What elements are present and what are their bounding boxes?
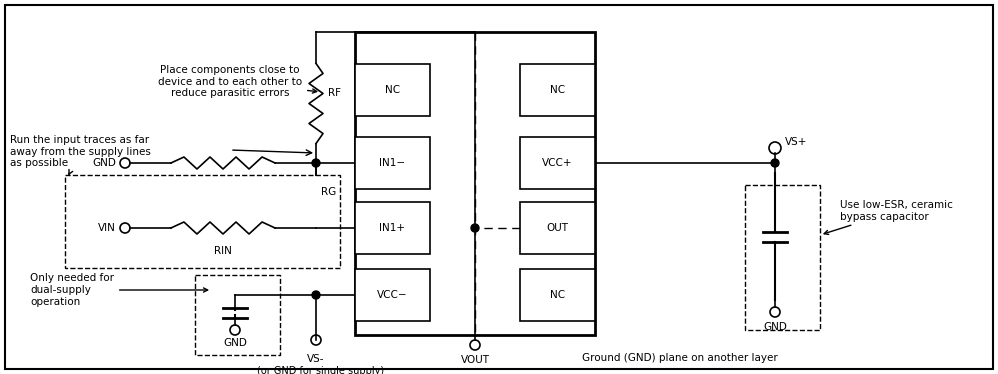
Text: RIN: RIN <box>214 246 232 256</box>
Text: GND: GND <box>763 322 787 332</box>
Text: VIN: VIN <box>98 223 116 233</box>
Bar <box>355 202 430 254</box>
Bar <box>745 185 820 330</box>
Bar <box>355 137 430 189</box>
Text: Place components close to
device and to each other to
reduce parasitic errors: Place components close to device and to … <box>158 65 316 98</box>
Text: VS+: VS+ <box>785 137 807 147</box>
Text: GND: GND <box>224 338 247 348</box>
Circle shape <box>771 159 779 167</box>
Text: Use low-ESR, ceramic
bypass capacitor: Use low-ESR, ceramic bypass capacitor <box>824 200 953 234</box>
Text: IN1+: IN1+ <box>379 223 405 233</box>
Text: VS-: VS- <box>307 354 324 364</box>
Text: GND: GND <box>92 158 116 168</box>
Text: VOUT: VOUT <box>460 355 489 365</box>
Text: Ground (GND) plane on another layer: Ground (GND) plane on another layer <box>582 353 777 363</box>
Text: Only needed for
dual-supply
operation: Only needed for dual-supply operation <box>30 273 208 307</box>
Text: VCC−: VCC− <box>377 290 408 300</box>
Circle shape <box>312 159 320 167</box>
Circle shape <box>471 224 479 232</box>
Text: VCC+: VCC+ <box>542 158 573 168</box>
Text: NC: NC <box>550 290 565 300</box>
Bar <box>65 175 340 268</box>
Bar <box>355 269 430 321</box>
Text: IN1−: IN1− <box>379 158 405 168</box>
Text: RG: RG <box>321 187 336 197</box>
Circle shape <box>312 291 320 299</box>
Bar <box>520 269 595 321</box>
Text: RF: RF <box>328 88 341 98</box>
Text: Run the input traces as far
away from the supply lines
as possible: Run the input traces as far away from th… <box>10 135 151 174</box>
Bar <box>355 64 430 116</box>
Bar <box>520 64 595 116</box>
Text: NC: NC <box>385 85 400 95</box>
Bar <box>355 32 595 335</box>
Text: NC: NC <box>550 85 565 95</box>
Text: OUT: OUT <box>547 223 569 233</box>
Text: (or GND for single supply): (or GND for single supply) <box>257 366 384 374</box>
Bar <box>520 202 595 254</box>
Bar <box>520 137 595 189</box>
Bar <box>195 275 280 355</box>
